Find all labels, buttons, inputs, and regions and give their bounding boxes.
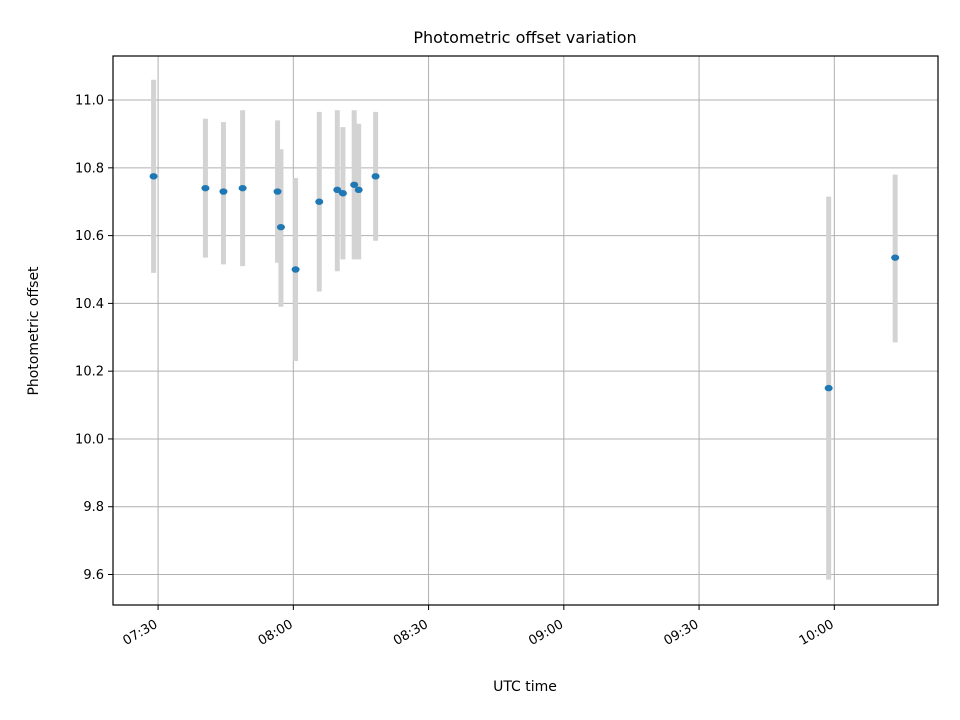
data-point xyxy=(315,198,324,205)
y-tick-label: 9.8 xyxy=(83,500,104,515)
data-point xyxy=(149,173,158,180)
data-point xyxy=(371,173,380,180)
y-axis-ticks: 9.6 9.8 10.0 10.2 10.4 10.6 10.8 11.0 xyxy=(75,94,113,583)
y-tick-label: 10.8 xyxy=(75,161,104,176)
chart-title: Photometric offset variation xyxy=(413,28,636,47)
data-points xyxy=(149,173,900,392)
data-point xyxy=(354,186,363,194)
data-point xyxy=(238,184,247,192)
y-tick-label: 10.0 xyxy=(75,432,104,447)
data-point xyxy=(338,190,347,197)
plot-area xyxy=(113,56,938,605)
data-point xyxy=(219,188,228,195)
grid xyxy=(113,56,938,605)
y-tick-label: 10.2 xyxy=(75,365,104,380)
data-point xyxy=(291,266,300,273)
data-point xyxy=(276,223,285,231)
y-tick-label: 10.4 xyxy=(75,297,104,312)
x-axis-label: UTC time xyxy=(493,679,557,695)
data-point xyxy=(273,188,282,195)
data-point xyxy=(824,384,833,392)
y-tick-label: 11.0 xyxy=(75,94,104,109)
data-point xyxy=(350,181,359,188)
y-axis-label: Photometric offset xyxy=(26,266,42,396)
data-point xyxy=(333,186,342,194)
plot-frame xyxy=(112,55,939,606)
data-point xyxy=(891,254,900,261)
y-tick-label: 10.6 xyxy=(75,229,104,244)
data-point xyxy=(201,184,210,192)
y-tick-label: 9.6 xyxy=(83,568,104,583)
